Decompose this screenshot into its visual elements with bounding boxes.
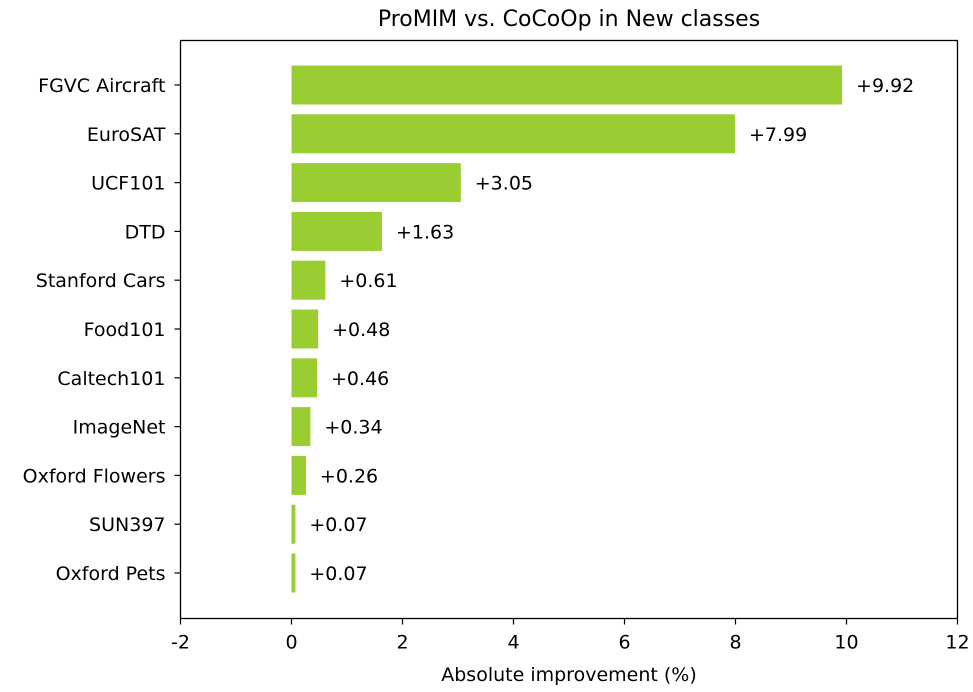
x-tick-label: 2 xyxy=(396,632,408,654)
y-axis: FGVC Aircraft EuroSAT UCF101 DTD Stanford Ca… xyxy=(23,75,181,585)
plot-frame xyxy=(179,39,959,620)
x-tick-label: 12 xyxy=(945,632,969,654)
x-tick-label: 0 xyxy=(285,632,297,654)
bar xyxy=(291,163,461,203)
data-label: +0.26 xyxy=(320,465,378,487)
x-tick-label: -2 xyxy=(171,632,190,654)
y-tick-label: Oxford Flowers xyxy=(23,465,166,487)
data-label: +0.48 xyxy=(332,319,390,341)
data-label: +0.46 xyxy=(331,368,389,390)
y-tick-label: ImageNet xyxy=(73,417,166,439)
bar xyxy=(291,504,296,544)
data-label: +3.05 xyxy=(475,173,533,195)
x-tick-label: 6 xyxy=(618,632,630,654)
bar xyxy=(291,455,306,495)
bars-layer xyxy=(291,65,843,593)
chart-title: ProMIM vs. CoCoOp in New classes xyxy=(378,7,760,32)
y-tick-label: FGVC Aircraft xyxy=(38,75,165,97)
x-axis: -2 0 2 4 6 8 10 12 xyxy=(171,618,970,654)
bar xyxy=(291,114,735,154)
y-tick-label: SUN397 xyxy=(89,514,165,536)
y-tick-label: DTD xyxy=(125,221,166,243)
y-tick-label: UCF101 xyxy=(91,173,165,195)
x-axis-label: Absolute improvement (%) xyxy=(441,664,697,686)
data-label: +0.34 xyxy=(324,417,382,439)
bar xyxy=(291,407,311,447)
bar xyxy=(291,553,296,593)
data-label: +0.61 xyxy=(339,270,397,292)
bar xyxy=(291,211,382,251)
y-tick-label: Stanford Cars xyxy=(36,270,166,292)
y-tick-label: Food101 xyxy=(84,319,166,341)
data-labels-layer: +9.92 +7.99 +3.05 +1.63 +0.61 +0.48 +0.46 +0.34… xyxy=(309,75,914,585)
data-label: +9.92 xyxy=(856,75,914,97)
x-tick-label: 4 xyxy=(507,632,519,654)
bar xyxy=(291,65,843,105)
x-tick-label: 10 xyxy=(834,632,858,654)
data-label: +0.07 xyxy=(309,563,367,585)
data-label: +0.07 xyxy=(309,514,367,536)
y-tick-label: Caltech101 xyxy=(57,368,165,390)
x-tick-label: 8 xyxy=(729,632,741,654)
y-tick-label: EuroSAT xyxy=(87,124,166,146)
bar xyxy=(291,309,319,349)
y-tick-label: Oxford Pets xyxy=(56,563,166,585)
bar xyxy=(291,260,326,300)
data-label: +7.99 xyxy=(749,124,807,146)
bar xyxy=(291,358,318,398)
data-label: +1.63 xyxy=(396,221,454,243)
